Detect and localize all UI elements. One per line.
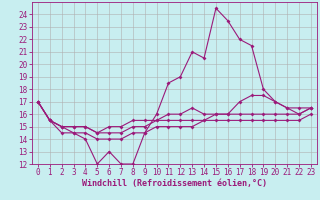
X-axis label: Windchill (Refroidissement éolien,°C): Windchill (Refroidissement éolien,°C) bbox=[82, 179, 267, 188]
